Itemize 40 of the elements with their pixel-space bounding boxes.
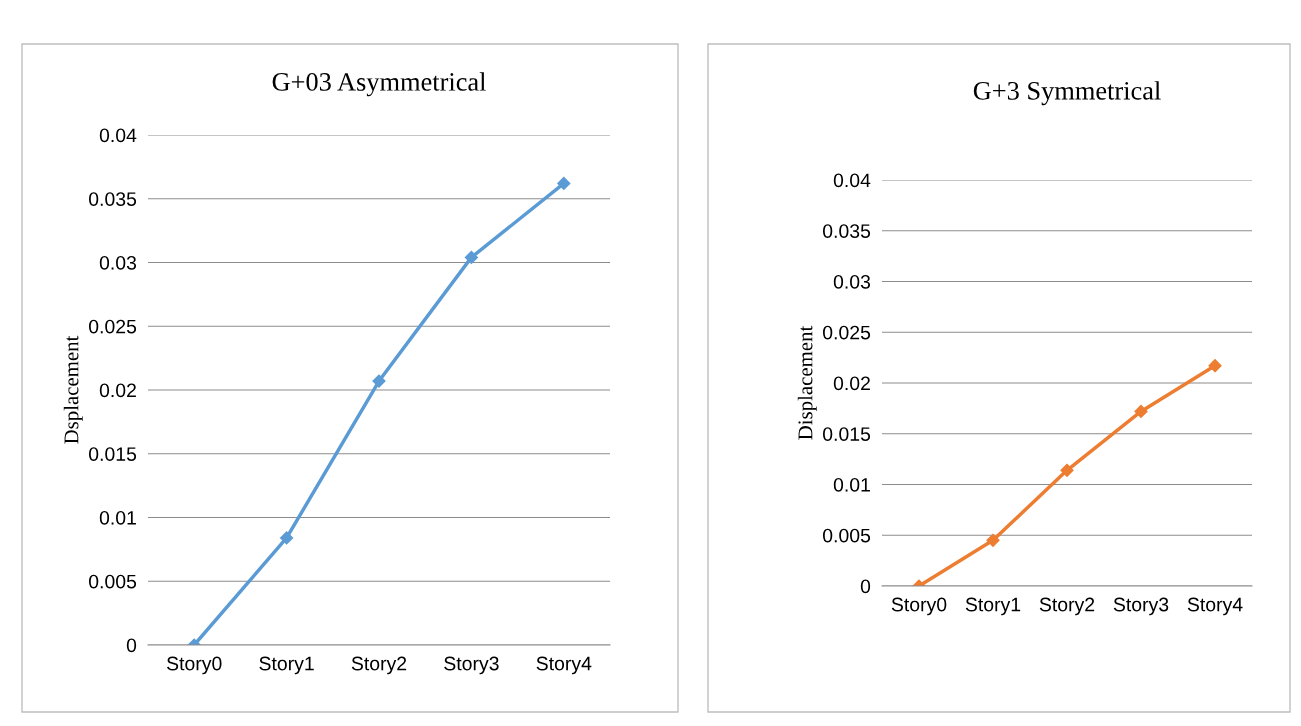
- x-tick-label: Story4: [1187, 597, 1243, 616]
- point: [557, 176, 571, 191]
- point: [1134, 404, 1148, 419]
- chart-title: G+3 Symmetrical: [973, 81, 1161, 106]
- point: [464, 250, 478, 264]
- y-tick-label: 0.04: [833, 173, 871, 188]
- y-tick-label: 0.03: [833, 274, 871, 289]
- y-tick-label: 0.035: [822, 224, 871, 238]
- point: [1060, 463, 1074, 477]
- y-tick-label: 0.01: [833, 477, 870, 492]
- point: [986, 533, 1000, 547]
- y-tick-label: 0.025: [822, 325, 871, 340]
- x-tick-label: Story1: [965, 597, 1021, 616]
- y-tick-label: 0.015: [88, 447, 137, 461]
- point: [280, 531, 294, 545]
- y-tick-label: 0.02: [99, 383, 136, 398]
- y-tick-label: 0: [860, 579, 871, 594]
- y-tick-label: 0.005: [88, 574, 137, 589]
- y-tick-label: 0.02: [833, 376, 870, 391]
- x-tick-label: Story0: [891, 597, 947, 616]
- point: [372, 374, 386, 388]
- y-tick-label: 0.03: [99, 255, 137, 270]
- x-tick-label: Story1: [259, 656, 314, 675]
- x-tick-label: Story3: [444, 656, 499, 675]
- y-axis-title: Displacement: [797, 325, 817, 440]
- x-tick-label: Story3: [1113, 597, 1169, 616]
- y-tick-label: 0.005: [822, 528, 871, 543]
- x-tick-label: Story0: [166, 656, 222, 675]
- y-tick-label: 0.015: [822, 427, 871, 441]
- chart-title: G+03 Asymmetrical: [272, 72, 486, 97]
- x-tick-label: Story4: [536, 656, 592, 675]
- y-tick-label: 0.01: [99, 510, 136, 525]
- x-tick-label: Story2: [351, 656, 407, 675]
- x-tick-label: Story2: [1039, 597, 1095, 616]
- y-tick-label: 0.035: [88, 192, 137, 206]
- y-axis-title: Dsplacement: [63, 335, 83, 444]
- y-tick-label: 0.04: [99, 128, 137, 143]
- y-tick-label: 0.025: [88, 319, 137, 334]
- point: [1208, 359, 1222, 373]
- y-tick-label: 0: [126, 638, 137, 653]
